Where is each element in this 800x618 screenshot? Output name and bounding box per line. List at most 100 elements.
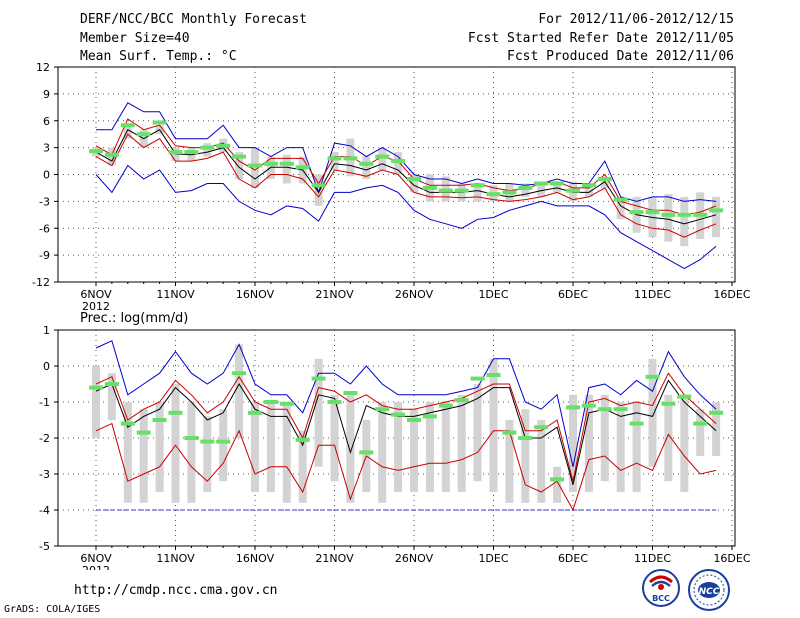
bcc-logo-text: BCC bbox=[652, 594, 670, 603]
panel2-median-marker bbox=[486, 373, 501, 377]
chart-title: DERF/NCC/BCC Monthly Forecast bbox=[80, 12, 307, 27]
panel2-median-marker bbox=[248, 410, 262, 415]
panel2-box bbox=[489, 358, 498, 492]
panel1-ytick-label: -12 bbox=[32, 276, 50, 289]
panel2-box bbox=[330, 394, 339, 482]
panel2-median-marker bbox=[200, 439, 215, 444]
panel2-median-marker bbox=[661, 401, 676, 406]
panel2-ytick-label: -1 bbox=[39, 396, 50, 409]
panel2-box bbox=[441, 402, 450, 492]
source-url[interactable]: http://cmdp.ncc.cma.gov.cn bbox=[74, 583, 278, 598]
panel1-median-marker bbox=[470, 183, 485, 188]
panel2-box bbox=[410, 409, 418, 492]
panel1-median-marker bbox=[120, 123, 135, 128]
panel1-box bbox=[394, 152, 403, 175]
panel1-series-min bbox=[95, 164, 717, 270]
panel1-ytick-label: 12 bbox=[36, 61, 50, 74]
panel1-ytick-label: -6 bbox=[39, 222, 50, 235]
panel1-median-marker bbox=[295, 165, 310, 170]
panel1-xtick-label: 21NOV bbox=[315, 288, 354, 301]
panel2-box bbox=[235, 344, 244, 438]
panel1-median-marker bbox=[709, 208, 724, 213]
panel2-median-marker bbox=[295, 437, 310, 442]
panel1-median-marker bbox=[566, 188, 580, 193]
panel1-median-marker bbox=[518, 185, 533, 190]
panel2-median-marker bbox=[343, 391, 358, 395]
panel1-series-mean bbox=[95, 129, 717, 225]
panel1-box bbox=[282, 154, 291, 184]
panel2-title: Prec.: log(mm/d) bbox=[80, 311, 188, 326]
panel1-box bbox=[330, 152, 339, 171]
panel2-median-marker bbox=[407, 418, 421, 422]
member-size: Member Size=40 bbox=[80, 31, 190, 46]
panel2-box bbox=[505, 420, 514, 503]
panel2-box bbox=[425, 402, 434, 492]
panel1-xtick-label: 16DEC bbox=[713, 288, 750, 301]
panel1-median-marker bbox=[407, 176, 421, 181]
panel1-xtick-label: 11DEC bbox=[634, 288, 671, 301]
panel2-box bbox=[187, 402, 196, 503]
panel2-series-mean bbox=[95, 379, 717, 485]
panel2-box bbox=[457, 394, 466, 492]
panel2-box bbox=[537, 420, 546, 503]
panel2-box bbox=[616, 402, 625, 492]
panel1-median-marker bbox=[184, 150, 199, 155]
panel1-box bbox=[521, 183, 530, 197]
panel1-median-marker bbox=[502, 190, 517, 195]
panel1-ytick-label: -3 bbox=[39, 195, 50, 208]
panel1-box bbox=[600, 178, 609, 188]
panel1-box bbox=[553, 181, 562, 193]
panel1-series-max bbox=[96, 102, 717, 202]
panel2-ytick-label: -2 bbox=[39, 432, 50, 445]
panel1-ytick-label: 6 bbox=[43, 115, 50, 128]
grads-credit: GrADS: COLA/IGES bbox=[4, 604, 101, 615]
panel2-ytick-label: 0 bbox=[43, 360, 50, 373]
panel2-year-label: 2012 bbox=[82, 564, 110, 570]
panel2-series-max bbox=[95, 340, 717, 467]
ncc-logo: NCC bbox=[686, 568, 732, 616]
panel2-ytick-label: -5 bbox=[39, 540, 50, 553]
panel2-median-marker bbox=[645, 374, 660, 379]
panel2-box bbox=[346, 394, 355, 503]
panel1-median-marker bbox=[375, 154, 390, 159]
panel2-box bbox=[696, 409, 705, 456]
panel1-median-marker bbox=[645, 210, 660, 215]
panel1-median-marker bbox=[677, 212, 692, 217]
panel1-median-marker bbox=[343, 156, 358, 161]
panel1-year-label: 2012 bbox=[82, 300, 110, 313]
panel1-median-marker bbox=[661, 212, 676, 217]
panel1-series-lower bbox=[95, 133, 717, 238]
panel2-box bbox=[251, 402, 259, 492]
panel1-median-marker bbox=[454, 188, 469, 193]
panel1-box bbox=[664, 194, 673, 242]
panel1-box bbox=[473, 183, 482, 202]
panel2-box bbox=[569, 394, 577, 492]
ncc-logo-text: NCC bbox=[699, 587, 720, 597]
panel2-xtick-label: 1DEC bbox=[478, 552, 508, 565]
panel2-xtick-label: 11DEC bbox=[634, 552, 671, 565]
panel1-box bbox=[314, 174, 323, 206]
panel1-ytick-label: 0 bbox=[43, 169, 50, 182]
panel2-box bbox=[219, 409, 228, 482]
panel2-median-marker bbox=[518, 436, 533, 440]
panel2-xtick-label: 21NOV bbox=[315, 552, 354, 565]
panel1-box bbox=[537, 181, 546, 197]
panel2-median-marker bbox=[375, 407, 390, 412]
panel2-box bbox=[680, 394, 689, 492]
panel2-median-marker bbox=[550, 477, 565, 482]
bcc-logo: BCC bbox=[640, 568, 682, 612]
panel2-box bbox=[553, 466, 562, 503]
panel2-median-marker bbox=[311, 376, 326, 381]
panel1-median-marker bbox=[136, 132, 151, 137]
panel2-median-marker bbox=[232, 371, 247, 376]
panel2-median-marker bbox=[104, 382, 119, 386]
panel1-box bbox=[251, 147, 259, 188]
panel2-box bbox=[314, 358, 323, 467]
panel2-median-marker bbox=[184, 436, 199, 440]
panel2-ytick-label: 1 bbox=[43, 324, 50, 337]
panel1-median-marker bbox=[613, 197, 628, 202]
panel2-box bbox=[664, 394, 673, 482]
panel1-ytick-label: -9 bbox=[39, 249, 50, 262]
panel2-median-marker bbox=[422, 414, 437, 419]
panel2-median-marker bbox=[693, 421, 708, 426]
